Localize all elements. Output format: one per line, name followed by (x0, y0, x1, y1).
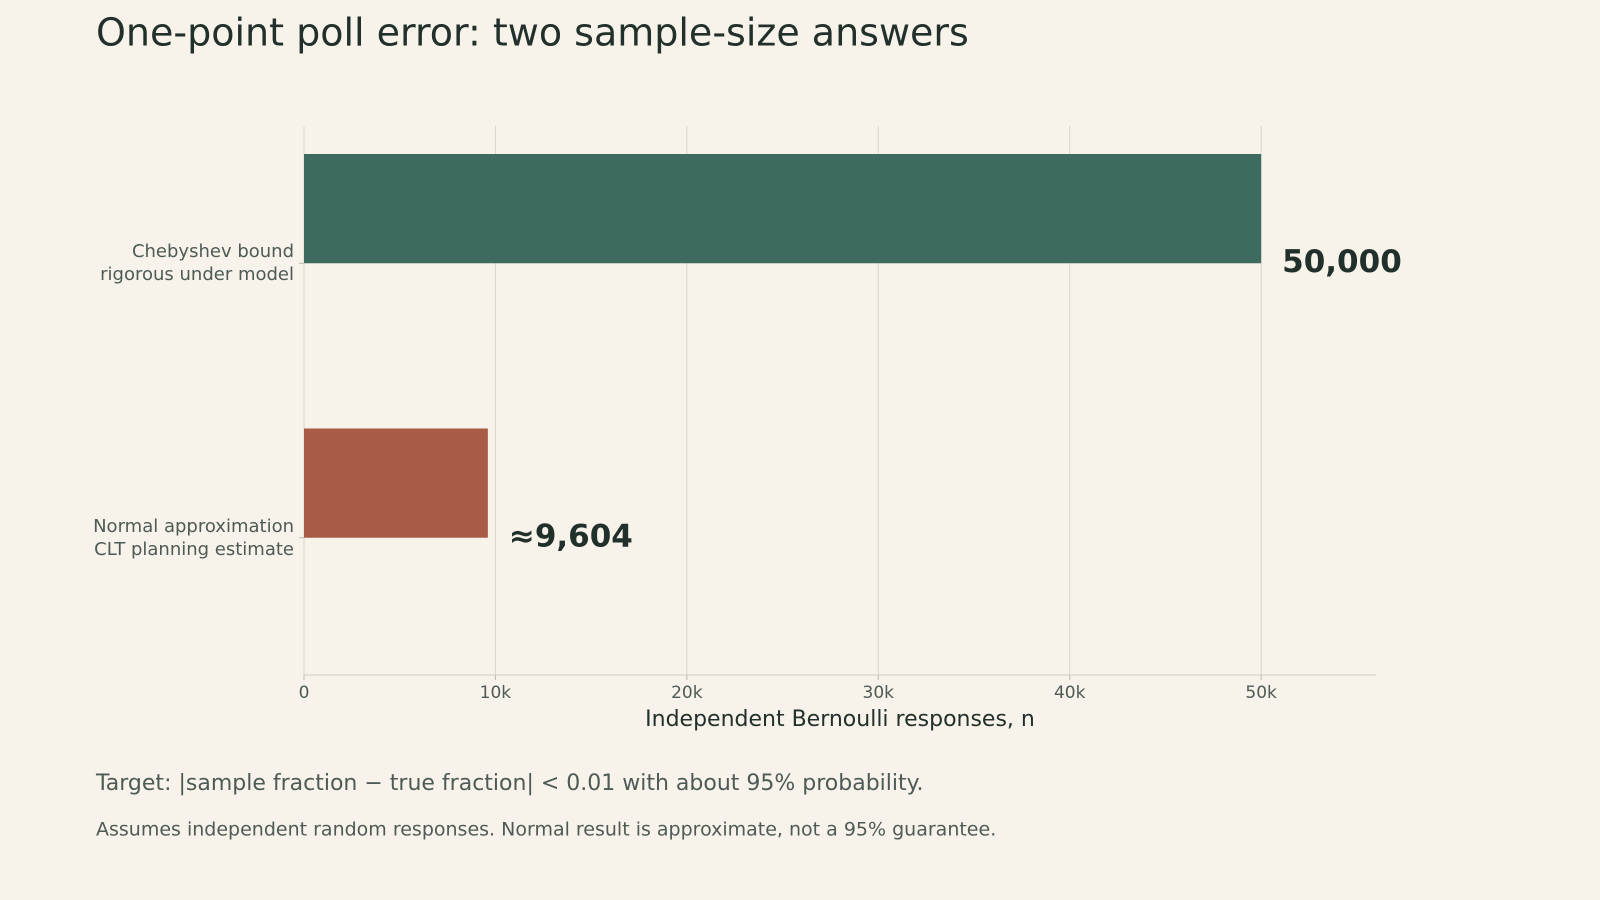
y-tick-label: Normal approximation CLT planning estima… (93, 515, 294, 560)
chart-title: One-point poll error: two sample-size an… (96, 11, 969, 55)
note: Assumes independent random responses. No… (96, 819, 996, 841)
x-tick-label: 10k (480, 683, 512, 703)
x-tick-label: 0 (299, 683, 310, 703)
value-label: ≈9,604 (509, 518, 633, 554)
note: Target: |sample fraction − true fraction… (95, 771, 924, 796)
bar (304, 428, 488, 538)
x-tick-label: 50k (1245, 683, 1277, 703)
x-tick-label: 30k (863, 683, 895, 703)
y-tick-label: Chebyshev bound rigorous under model (100, 241, 294, 286)
bar (304, 153, 1262, 264)
x-tick-label: 40k (1054, 683, 1086, 703)
x-tick-label: 20k (671, 683, 703, 703)
x-axis-label: Independent Bernoulli responses, n (645, 707, 1035, 732)
value-label: 50,000 (1282, 244, 1402, 280)
